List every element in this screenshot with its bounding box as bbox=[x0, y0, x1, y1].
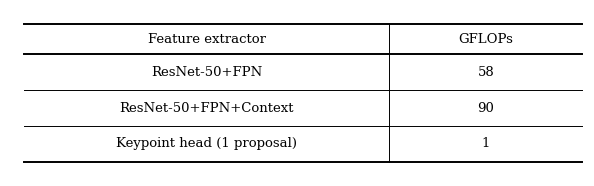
Text: 58: 58 bbox=[478, 66, 494, 79]
Text: ResNet-50+FPN+Context: ResNet-50+FPN+Context bbox=[119, 102, 294, 115]
Text: 90: 90 bbox=[478, 102, 494, 115]
Text: GFLOPs: GFLOPs bbox=[459, 33, 513, 46]
Text: ResNet-50+FPN: ResNet-50+FPN bbox=[151, 66, 262, 79]
Text: Feature extractor: Feature extractor bbox=[148, 33, 266, 46]
Text: 1: 1 bbox=[482, 137, 490, 150]
Text: Keypoint head (1 proposal): Keypoint head (1 proposal) bbox=[116, 137, 297, 150]
